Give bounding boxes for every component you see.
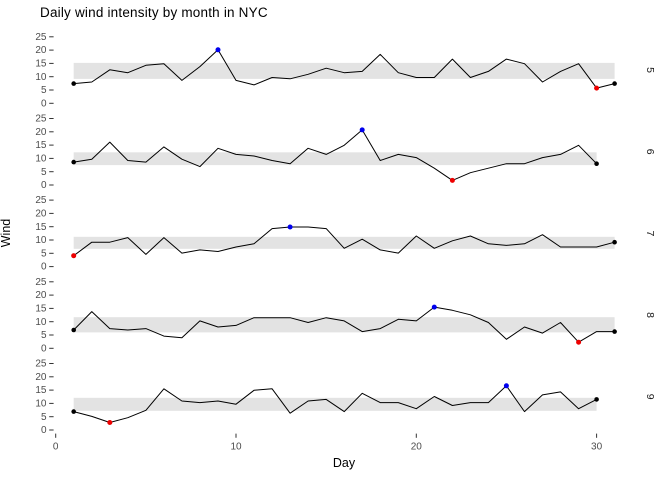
y-tick-label: 5 bbox=[41, 412, 47, 423]
y-tick-label: 15 bbox=[35, 304, 47, 315]
y-tick-label: 5 bbox=[41, 167, 47, 178]
start-point-month-5 bbox=[71, 81, 76, 86]
facet-strip-label-8: 8 bbox=[644, 312, 656, 318]
y-tick-label: 20 bbox=[35, 372, 47, 383]
facet-strip-label-9: 9 bbox=[644, 394, 656, 400]
min-point-month-8 bbox=[576, 339, 582, 345]
y-tick-label: 0 bbox=[41, 262, 47, 273]
y-tick-label: 0 bbox=[41, 343, 47, 354]
y-tick-label: 0 bbox=[41, 180, 47, 191]
end-point-month-7 bbox=[612, 239, 617, 245]
y-tick-label: 25 bbox=[35, 359, 47, 370]
y-tick-label: 25 bbox=[35, 114, 47, 125]
y-tick-label: 25 bbox=[35, 32, 47, 43]
y-tick-label: 10 bbox=[35, 317, 47, 328]
y-tick-label: 15 bbox=[35, 59, 47, 70]
max-point-month-9 bbox=[503, 383, 509, 389]
y-tick-label: 15 bbox=[35, 140, 47, 151]
y-tick-label: 15 bbox=[35, 385, 47, 396]
y-tick-label: 15 bbox=[35, 222, 47, 233]
wind-range-band-month-7 bbox=[73, 236, 615, 249]
max-point-month-8 bbox=[431, 304, 437, 310]
chart-title: Daily wind intensity by month in NYC bbox=[40, 5, 268, 20]
end-point-month-6 bbox=[594, 161, 599, 166]
min-point-month-6 bbox=[449, 177, 455, 183]
end-point-month-9 bbox=[594, 397, 599, 402]
facet-strip-label-6: 6 bbox=[644, 149, 656, 155]
y-tick-label: 10 bbox=[35, 154, 47, 165]
x-tick-label: 30 bbox=[591, 442, 603, 453]
x-tick-label: 0 bbox=[53, 442, 59, 453]
x-axis-title: Day bbox=[332, 456, 356, 470]
x-tick-label: 20 bbox=[411, 442, 423, 453]
wind-range-band-month-5 bbox=[73, 62, 615, 79]
y-tick-label: 5 bbox=[41, 85, 47, 96]
wind-line-month-5 bbox=[73, 49, 615, 89]
x-tick-label: 10 bbox=[230, 442, 242, 453]
y-tick-label: 0 bbox=[41, 425, 47, 436]
min-point-month-5 bbox=[594, 85, 600, 91]
min-point-month-7 bbox=[71, 253, 77, 259]
min-point-month-9 bbox=[107, 420, 113, 425]
y-tick-label: 5 bbox=[41, 248, 47, 259]
start-point-month-9 bbox=[71, 409, 76, 414]
wind-line-month-6 bbox=[73, 129, 597, 181]
y-tick-label: 25 bbox=[35, 195, 47, 206]
y-tick-label: 10 bbox=[35, 235, 47, 246]
y-tick-label: 10 bbox=[35, 399, 47, 410]
facet-strip-label-5: 5 bbox=[644, 67, 656, 73]
max-point-month-6 bbox=[359, 127, 365, 133]
wind-line-month-9 bbox=[73, 385, 597, 423]
y-tick-label: 5 bbox=[41, 330, 47, 341]
y-tick-label: 20 bbox=[35, 209, 47, 220]
max-point-month-7 bbox=[287, 224, 293, 230]
y-tick-label: 20 bbox=[35, 127, 47, 138]
end-point-month-8 bbox=[612, 329, 617, 334]
wind-range-band-month-6 bbox=[73, 152, 597, 166]
wind-range-band-month-9 bbox=[73, 397, 597, 411]
wind-line-month-8 bbox=[73, 306, 615, 343]
y-tick-label: 10 bbox=[35, 72, 47, 83]
wind-line-month-7 bbox=[73, 226, 615, 257]
end-point-month-5 bbox=[612, 81, 617, 86]
y-tick-label: 25 bbox=[35, 277, 47, 288]
max-point-month-5 bbox=[215, 47, 221, 53]
y-tick-label: 0 bbox=[41, 98, 47, 109]
start-point-month-6 bbox=[71, 159, 76, 165]
facet-strip-label-7: 7 bbox=[644, 230, 656, 236]
wind-range-band-month-8 bbox=[73, 317, 615, 333]
start-point-month-8 bbox=[71, 327, 76, 333]
y-tick-label: 20 bbox=[35, 45, 47, 56]
y-tick-label: 20 bbox=[35, 290, 47, 301]
y-axis-title: Wind bbox=[0, 218, 13, 248]
